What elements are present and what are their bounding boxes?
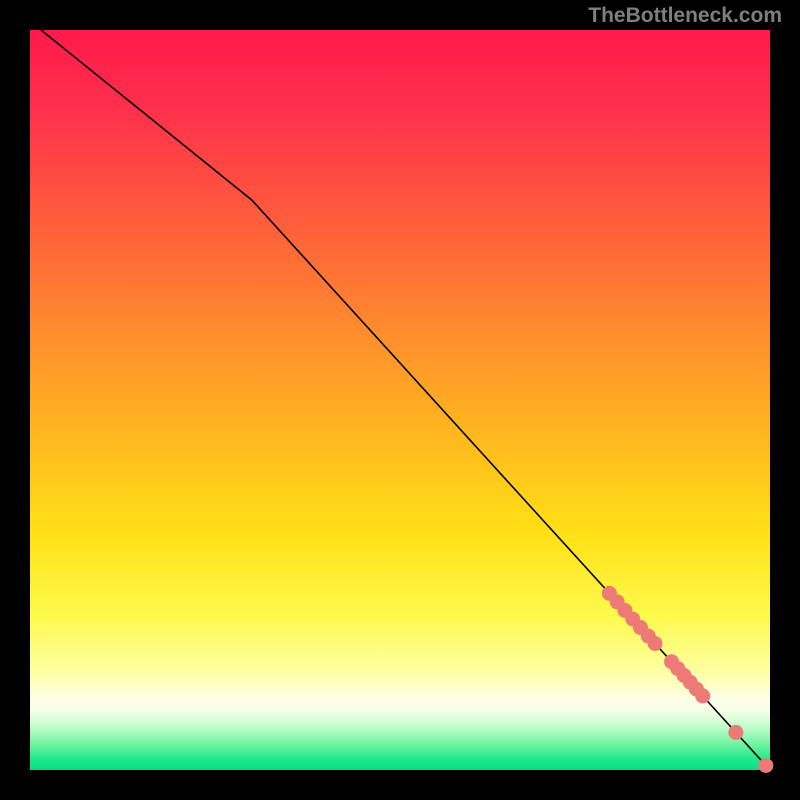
watermark-text: TheBottleneck.com [588,4,782,28]
chart-root: TheBottleneck.com [0,0,800,800]
marker-point [648,637,662,651]
marker-point [759,758,773,772]
marker-point [729,725,743,739]
plot-svg [0,0,800,800]
marker-point [696,689,710,703]
plot-background [30,30,770,770]
